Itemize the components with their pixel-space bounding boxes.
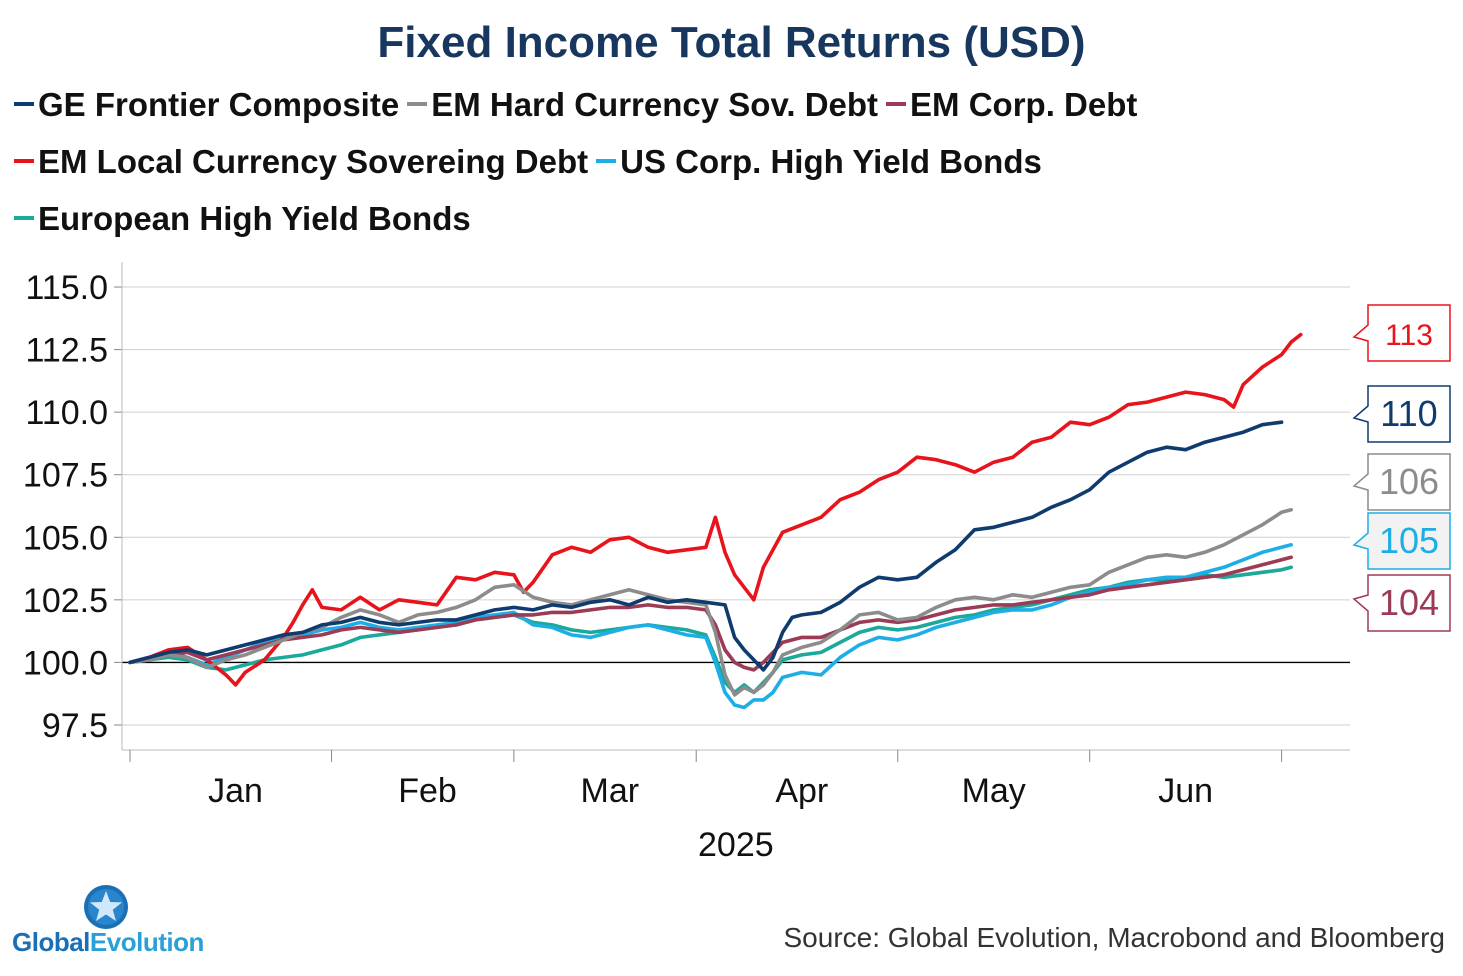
x-tick-label: Mar <box>581 772 640 810</box>
legend-label: US Corp. High Yield Bonds <box>620 143 1042 180</box>
end-value-callout <box>1352 304 1451 362</box>
logo-text-global: Global <box>12 927 90 957</box>
legend-item: GE Frontier Composite <box>14 86 399 124</box>
x-tick-label: May <box>962 772 1026 810</box>
end-value-label: 110 <box>1380 393 1437 434</box>
legend-item: EM Local Currency Sovereing Debt <box>14 143 588 181</box>
x-tick-label: Jun <box>1158 772 1213 810</box>
legend-label: EM Corp. Debt <box>910 86 1138 123</box>
series-line <box>128 332 1303 687</box>
star-icon <box>84 885 128 929</box>
x-tick-label: Feb <box>398 772 457 810</box>
series-line <box>128 420 1284 672</box>
legend-swatch <box>596 159 617 164</box>
global-evolution-logo: GlobalEvolution <box>12 883 212 963</box>
series-line <box>128 555 1293 672</box>
logo-text-evolution: Evolution <box>89 927 204 957</box>
legend-item: US Corp. High Yield Bonds <box>596 143 1042 181</box>
y-tick-label: 97.5 <box>42 707 108 745</box>
y-tick-label: 100.0 <box>23 644 108 682</box>
legend-item: European High Yield Bonds <box>14 200 471 238</box>
end-value-label: 113 <box>1385 319 1433 352</box>
legend-label: EM Local Currency Sovereing Debt <box>38 143 589 180</box>
line-chart: 115.0 112.5 110.0 107.5 105.0 102.5 100.0 97.5 J… <box>23 262 1451 864</box>
legend-item: EM Corp. Debt <box>886 86 1137 124</box>
legend-swatch <box>14 102 34 107</box>
y-tick-label: 110.0 <box>25 394 108 432</box>
legend-row: EM Local Currency Sovereing Debt US Corp.… <box>14 143 1050 181</box>
x-axis-label: 2025 <box>698 826 774 864</box>
logo-text: GlobalEvolution <box>12 927 204 958</box>
legend-item: EM Hard Currency Sov. Debt <box>407 86 878 124</box>
legend-swatch <box>14 216 34 221</box>
end-value-callout <box>1352 512 1451 570</box>
end-value-callout <box>1352 453 1451 511</box>
y-tick-label: 105.0 <box>23 519 108 557</box>
series-line <box>128 508 1293 697</box>
legend-label: GE Frontier Composite <box>38 86 400 123</box>
legend-row: European High Yield Bonds <box>14 200 479 238</box>
chart-title: Fixed Income Total Returns (USD) <box>377 18 1086 67</box>
y-tick-label: 107.5 <box>23 457 108 495</box>
end-value-label: 104 <box>1379 582 1439 623</box>
y-tick-label: 115.0 <box>25 269 108 307</box>
legend-row: GE Frontier Composite EM Hard Currency So… <box>14 86 1145 124</box>
end-value-callout <box>1352 385 1451 443</box>
x-tick-label: Apr <box>775 772 828 810</box>
end-value-label: 105 <box>1379 520 1439 561</box>
legend-swatch <box>14 159 34 164</box>
legend-swatch <box>886 102 907 107</box>
source-note: Source: Global Evolution, Macrobond and … <box>783 922 1446 953</box>
end-value-label: 106 <box>1379 461 1439 502</box>
y-tick-label: 112.5 <box>25 332 108 370</box>
y-tick-label: 102.5 <box>23 582 108 620</box>
x-tick-label: Jan <box>208 772 263 810</box>
legend-label: European High Yield Bonds <box>38 200 471 237</box>
series-line <box>128 543 1293 710</box>
legend-swatch <box>407 102 428 107</box>
legend-label: EM Hard Currency Sov. Debt <box>431 86 879 123</box>
end-value-callout <box>1352 574 1451 632</box>
